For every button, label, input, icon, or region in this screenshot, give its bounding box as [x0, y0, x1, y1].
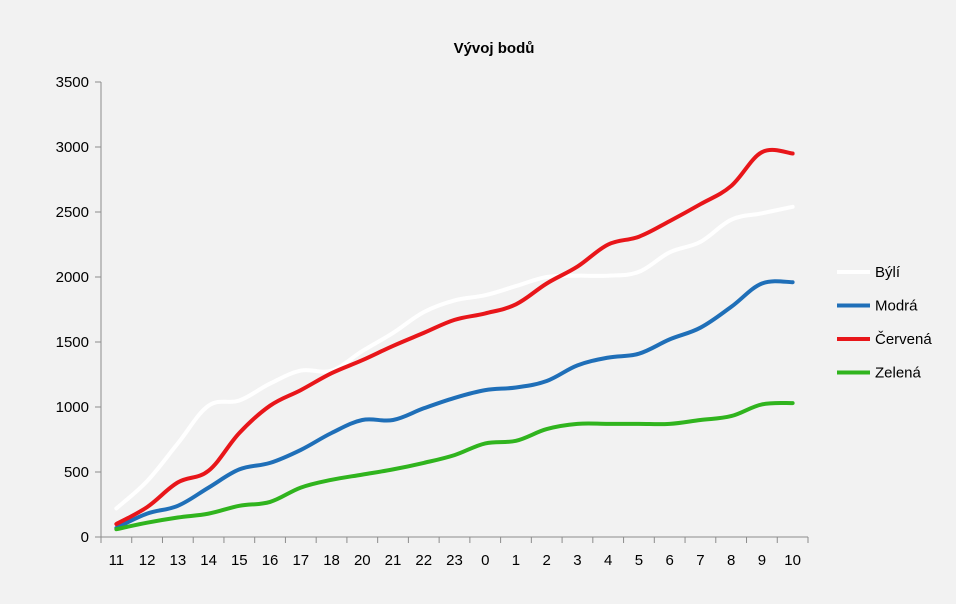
- x-tick-label: 3: [573, 552, 581, 569]
- legend-label: Modrá: [875, 298, 918, 315]
- x-tick-label: 15: [231, 552, 248, 569]
- x-tick-label: 22: [415, 552, 432, 569]
- x-tick-label: 0: [481, 552, 489, 569]
- y-tick-label: 1000: [56, 399, 89, 416]
- chart-title: Vývoj bodů: [454, 40, 535, 57]
- series-line-3: [114, 400, 795, 532]
- y-tick-label: 500: [64, 464, 89, 481]
- x-tick-label: 10: [784, 552, 801, 569]
- x-tick-label: 18: [323, 552, 340, 569]
- legend: Býlí Modrá Červená Zelená: [837, 264, 932, 382]
- x-tick-label: 23: [446, 552, 463, 569]
- legend-label: Býlí: [875, 264, 901, 281]
- y-tick-label: 3000: [56, 139, 89, 156]
- legend-label: Červená: [875, 331, 932, 348]
- x-tick-label: 13: [170, 552, 187, 569]
- series-line-2: [114, 147, 795, 526]
- x-tick-label: 5: [635, 552, 643, 569]
- x-tick-label: 21: [385, 552, 402, 569]
- x-tick-label: 16: [262, 552, 279, 569]
- x-tick-label: 1: [512, 552, 520, 569]
- x-tick-label: 4: [604, 552, 612, 569]
- series-line-1: [114, 279, 795, 530]
- legend-label: Zelená: [875, 365, 922, 382]
- x-tick-label: 9: [758, 552, 766, 569]
- x-tick-label: 8: [727, 552, 735, 569]
- y-tick-label: 1500: [56, 334, 89, 351]
- series-line-0: [114, 204, 795, 511]
- y-tick-label: 2000: [56, 269, 89, 286]
- y-tick-label: 3500: [56, 74, 89, 91]
- x-tick-label: 11: [109, 552, 125, 569]
- x-tick-label: 17: [292, 552, 309, 569]
- x-tick-label: 7: [696, 552, 704, 569]
- series-layer: [114, 147, 795, 532]
- y-tick-label: 2500: [56, 204, 89, 221]
- x-tick-label: 14: [200, 552, 217, 569]
- x-tick-label: 12: [139, 552, 156, 569]
- y-tick-label: 0: [81, 529, 89, 546]
- x-tick-label: 2: [543, 552, 551, 569]
- x-tick-label: 20: [354, 552, 371, 569]
- x-tick-label: 6: [666, 552, 674, 569]
